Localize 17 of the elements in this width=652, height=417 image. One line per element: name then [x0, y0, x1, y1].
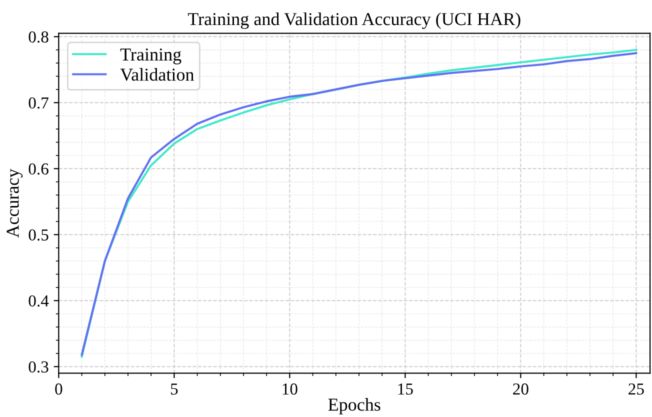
- legend-label: Validation: [120, 68, 194, 81]
- y-tick-label: 0.5: [28, 229, 48, 241]
- x-tick-label: 10: [282, 383, 298, 395]
- x-tick-label: 5: [170, 384, 178, 395]
- y-tick-label: 0.8: [28, 31, 48, 43]
- legend-label: Training: [120, 48, 182, 64]
- chart-title: Training and Validation Accuracy (UCI HAR): [188, 12, 520, 29]
- y-tick-label: 0.3: [28, 361, 48, 373]
- y-tick-label: 0.4: [28, 295, 49, 307]
- x-tick-label: 0: [55, 383, 62, 395]
- y-axis-title: Accuracy: [6, 168, 23, 238]
- x-tick-label: 25: [628, 383, 644, 395]
- y-tick-label: 0.7: [28, 97, 48, 109]
- x-tick-label: 15: [398, 384, 413, 395]
- x-axis-title: Epochs: [328, 398, 380, 414]
- x-tick-label: 20: [513, 383, 528, 395]
- y-tick-label: 0.6: [28, 163, 48, 175]
